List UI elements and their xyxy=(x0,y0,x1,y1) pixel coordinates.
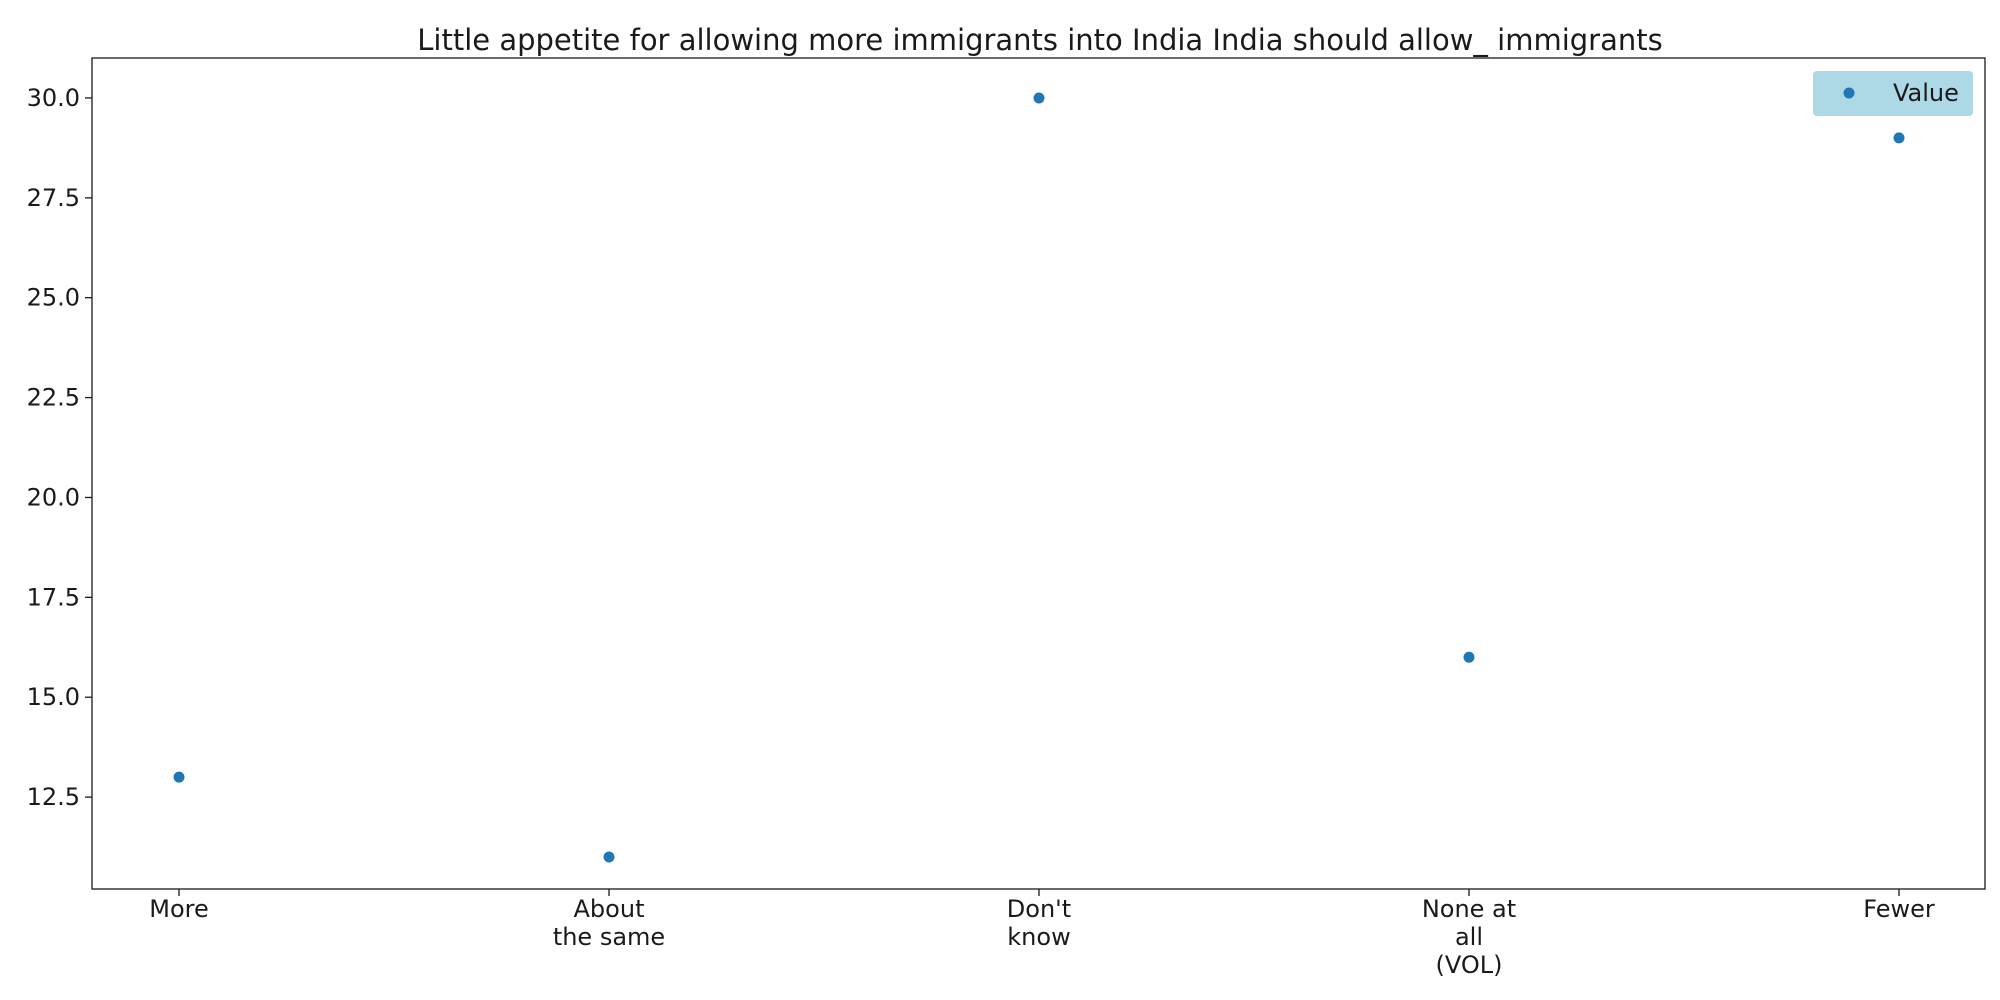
data-point xyxy=(1034,92,1045,103)
x-tick-label-line: Don't xyxy=(1007,895,1071,923)
x-tick-label-line: More xyxy=(149,895,209,923)
x-tick-label: More xyxy=(149,895,209,923)
x-tick-label-line: know xyxy=(1007,923,1070,951)
y-tick-label: 20.0 xyxy=(27,483,80,511)
x-tick-label-line: Fewer xyxy=(1863,895,1935,923)
data-points xyxy=(174,92,1905,862)
legend-marker xyxy=(1844,88,1855,99)
x-tick-label: Fewer xyxy=(1863,895,1935,923)
y-tick-label: 15.0 xyxy=(27,683,80,711)
chart-title: Little appetite for allowing more immigr… xyxy=(417,23,1662,57)
legend-label-value: Value xyxy=(1893,79,1959,107)
data-point xyxy=(1894,132,1905,143)
y-tick-label: 30.0 xyxy=(27,84,80,112)
y-axis: 12.5 15.0 17.5 20.0 22.5 25.0 27.5 30.0 xyxy=(27,84,92,811)
x-tick-label: About the same xyxy=(553,895,665,951)
x-tick-label: Don't know xyxy=(1007,895,1071,951)
y-tick-label: 12.5 xyxy=(27,783,80,811)
legend: Value xyxy=(1813,71,1973,116)
data-point xyxy=(1464,652,1475,663)
x-tick-label-line: all xyxy=(1455,923,1483,951)
x-tick-label-line: the same xyxy=(553,923,665,951)
plot-area-frame xyxy=(92,58,1985,889)
data-point xyxy=(604,852,615,863)
x-tick-label-line: About xyxy=(574,895,645,923)
y-tick-label: 25.0 xyxy=(27,284,80,312)
x-tick-label: None at all (VOL) xyxy=(1422,895,1516,979)
y-tick-label: 27.5 xyxy=(27,184,80,212)
data-point xyxy=(174,772,185,783)
x-tick-label-line: None at xyxy=(1422,895,1516,923)
x-tick-label-line: (VOL) xyxy=(1436,951,1503,979)
y-tick-label: 17.5 xyxy=(27,583,80,611)
x-axis: More About the same Don't know None at all (VOL… xyxy=(149,889,1935,979)
y-tick-label: 22.5 xyxy=(27,384,80,412)
